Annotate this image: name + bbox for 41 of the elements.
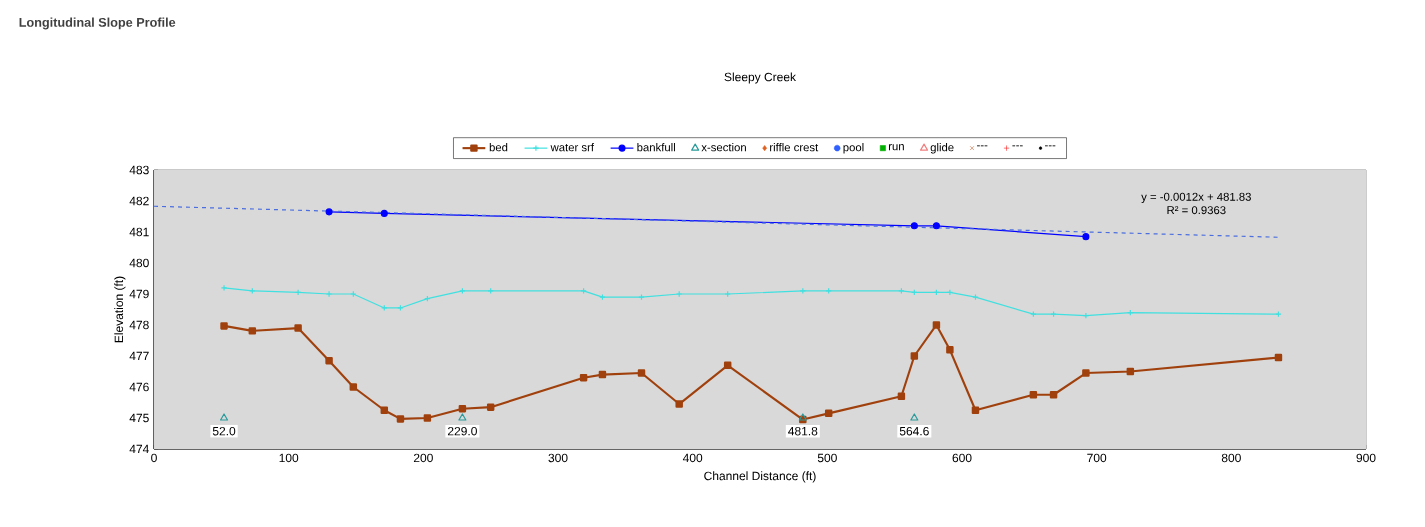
- annotation: 564.6: [899, 426, 929, 436]
- legend-label: pool: [843, 143, 864, 154]
- legend-label: glide: [930, 143, 954, 154]
- legend-label: ---: [1012, 145, 1023, 147]
- legend-label: x-section: [701, 143, 746, 152]
- legend-label: run: [888, 144, 904, 151]
- x-tick-label: 600: [952, 453, 972, 463]
- legend-label: bed: [489, 143, 508, 152]
- chart-subtitle: Sleepy Creek: [724, 72, 797, 84]
- annotation: 229.0: [447, 426, 477, 436]
- y-tick-label: 474: [129, 444, 149, 454]
- legend-label: riffle crest: [770, 143, 819, 152]
- x-tick-label: 100: [279, 453, 299, 463]
- x-axis-title: Channel Distance (ft): [704, 471, 816, 483]
- annotation: R² = 0.9363: [1167, 206, 1226, 215]
- annotation: y = -0.0012x + 481.83: [1141, 192, 1251, 204]
- x-tick-label: 800: [1221, 453, 1241, 463]
- x-tick-label: 200: [413, 453, 433, 463]
- x-tick-label: 700: [1087, 453, 1107, 463]
- y-tick-label: 479: [129, 289, 149, 299]
- legend-label: bankfull: [637, 143, 675, 152]
- y-tick-label: 478: [129, 320, 149, 330]
- x-tick-label: 500: [817, 453, 837, 463]
- y-axis-title: Elevation (ft): [114, 276, 126, 343]
- y-tick-label: 480: [129, 258, 149, 268]
- annotation: 52.0: [212, 426, 236, 436]
- x-tick-label: 300: [548, 453, 568, 463]
- y-tick-label: 476: [129, 382, 149, 392]
- legend-label: ---: [1045, 145, 1056, 147]
- y-tick-label: 483: [129, 165, 149, 175]
- y-tick-label: 475: [129, 413, 149, 423]
- y-tick-label: 482: [129, 196, 149, 206]
- legend-label: ---: [977, 145, 988, 147]
- legend-label: water srf: [550, 143, 595, 152]
- x-tick-label: 400: [682, 453, 703, 463]
- y-tick-label: 477: [129, 351, 149, 361]
- annotation: 481.8: [788, 426, 818, 436]
- x-tick-label: 0: [151, 453, 157, 463]
- x-tick-label: 900: [1356, 453, 1376, 463]
- chart-title: Longitudinal Slope Profile: [19, 17, 176, 30]
- y-tick-label: 481: [129, 227, 149, 237]
